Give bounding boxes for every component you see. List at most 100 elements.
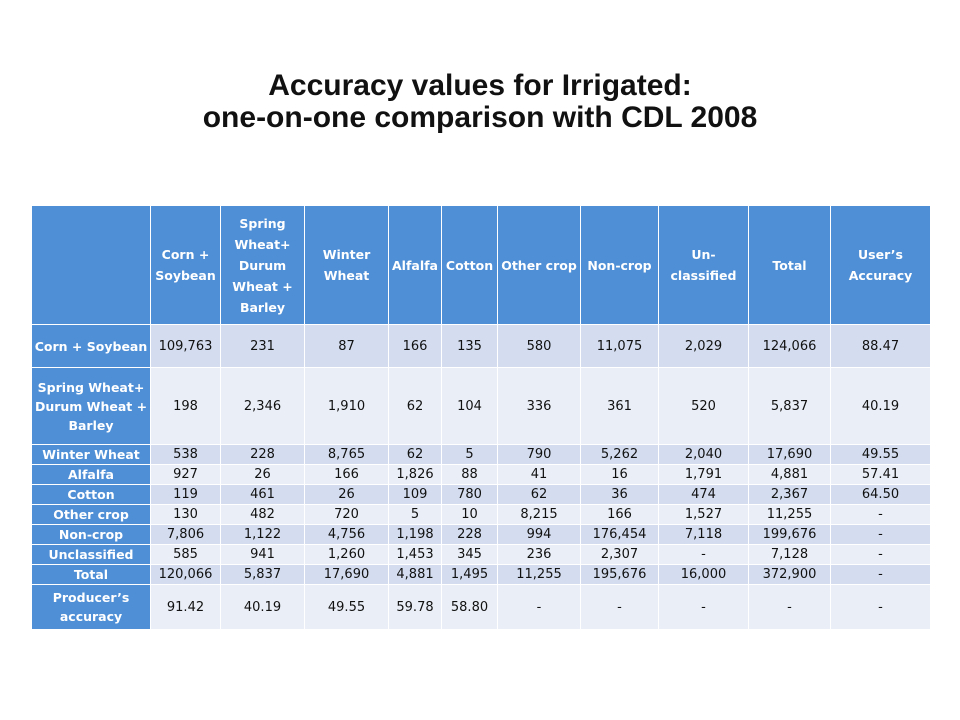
table-cell: -	[580, 584, 659, 630]
table-cell: 780	[441, 484, 498, 505]
table-cell: 16,000	[658, 564, 749, 585]
table-cell: 195,676	[580, 564, 659, 585]
table-cell: 2,346	[220, 367, 305, 445]
table-cell: 58.80	[441, 584, 498, 630]
table-cell: 1,198	[388, 524, 442, 545]
table-cell: 62	[388, 444, 442, 465]
table-cell: 474	[658, 484, 749, 505]
table-cell: 11,255	[748, 504, 831, 525]
header-corner	[31, 205, 151, 325]
table-row: Cotton 119 461 26 109 780 62 36 474 2,367 64.50	[31, 484, 931, 505]
table-cell: 927	[150, 464, 221, 485]
row-label: Producer’s accuracy	[31, 584, 151, 630]
row-label: Non-crop	[31, 524, 151, 545]
table-cell: 87	[304, 324, 389, 368]
table-cell: 228	[441, 524, 498, 545]
table-cell: -	[830, 564, 931, 585]
table-cell: 461	[220, 484, 305, 505]
table-cell: 585	[150, 544, 221, 565]
table-cell: 176,454	[580, 524, 659, 545]
table-cell: -	[658, 544, 749, 565]
table-cell: 2,367	[748, 484, 831, 505]
table-row: Other crop 130 482 720 5 10 8,215 166 1,527 11,25…	[31, 504, 931, 525]
table-cell: 482	[220, 504, 305, 525]
table-cell: 49.55	[830, 444, 931, 465]
table-cell: -	[830, 524, 931, 545]
table-cell: 7,128	[748, 544, 831, 565]
table-row: Total 120,066 5,837 17,690 4,881 1,495 11,255 1…	[31, 564, 931, 585]
table-cell: 62	[388, 367, 442, 445]
table-cell: 1,495	[441, 564, 498, 585]
table-cell: 57.41	[830, 464, 931, 485]
table-cell: 10	[441, 504, 498, 525]
table-cell: 49.55	[304, 584, 389, 630]
table-cell: 7,118	[658, 524, 749, 545]
accuracy-table: Corn + Soybean Spring Wheat+ Durum Wheat…	[31, 205, 931, 630]
header-spring-wheat: Spring Wheat+ Durum Wheat + Barley	[220, 205, 305, 325]
table-cell: 26	[304, 484, 389, 505]
table-cell: 64.50	[830, 484, 931, 505]
header-other-crop: Other crop	[497, 205, 581, 325]
title-line-1: Accuracy values for Irrigated:	[268, 69, 692, 102]
table-cell: 1,910	[304, 367, 389, 445]
table-cell: 372,900	[748, 564, 831, 585]
table-cell: 119	[150, 484, 221, 505]
slide-title: Accuracy values for Irrigated: one-on-on…	[0, 70, 960, 134]
table-cell: 4,881	[388, 564, 442, 585]
table-row: Non-crop 7,806 1,122 4,756 1,198 228 994 176,45…	[31, 524, 931, 545]
table-cell: 198	[150, 367, 221, 445]
table-cell: 17,690	[304, 564, 389, 585]
table-cell: 62	[497, 484, 581, 505]
row-label: Corn + Soybean	[31, 324, 151, 368]
table-cell: 1,453	[388, 544, 442, 565]
table-cell: 1,122	[220, 524, 305, 545]
table-row: Spring Wheat+ Durum Wheat + Barley 198 2,3…	[31, 367, 931, 445]
table-cell: 41	[497, 464, 581, 485]
table-cell: 2,029	[658, 324, 749, 368]
row-label: Other crop	[31, 504, 151, 525]
table-cell: 231	[220, 324, 305, 368]
table-cell: 1,791	[658, 464, 749, 485]
table-cell: 994	[497, 524, 581, 545]
table-cell: 5,837	[220, 564, 305, 585]
table-cell: -	[497, 584, 581, 630]
table-cell: 5	[388, 504, 442, 525]
header-non-crop: Non-crop	[580, 205, 659, 325]
table-cell: 228	[220, 444, 305, 465]
table-cell: 5	[441, 444, 498, 465]
table-cell: 4,881	[748, 464, 831, 485]
table-cell: 91.42	[150, 584, 221, 630]
row-label: Unclassified	[31, 544, 151, 565]
table-row: Unclassified 585 941 1,260 1,453 345 236 2,307-…	[31, 544, 931, 565]
table-cell: 1,527	[658, 504, 749, 525]
table-cell: -	[830, 544, 931, 565]
table-cell: 40.19	[830, 367, 931, 445]
table-cell: 199,676	[748, 524, 831, 545]
row-label: Spring Wheat+ Durum Wheat + Barley	[31, 367, 151, 445]
title-line-2: one-on-one comparison with CDL 2008	[202, 101, 758, 134]
table-row: Winter Wheat 538 228 8,765 62 5 790 5,262 2,040 1…	[31, 444, 931, 465]
table-cell: 580	[497, 324, 581, 368]
table-cell: 538	[150, 444, 221, 465]
table-cell: 2,307	[580, 544, 659, 565]
table-cell: -	[658, 584, 749, 630]
header-winter-wheat: Winter Wheat	[304, 205, 389, 325]
table-row: Alfalfa 927 26 166 1,826 88 41 16 1,791 4,881 57.4…	[31, 464, 931, 485]
table-cell: 88	[441, 464, 498, 485]
table-cell: -	[830, 504, 931, 525]
table-cell: 1,826	[388, 464, 442, 485]
row-label: Cotton	[31, 484, 151, 505]
table-row: Corn + Soybean 109,763 231 87 166 135 580 11,07…	[31, 324, 931, 368]
table-cell: 336	[497, 367, 581, 445]
table-cell: 17,690	[748, 444, 831, 465]
table-cell: 8,765	[304, 444, 389, 465]
table-cell: 135	[441, 324, 498, 368]
table-cell: 5,262	[580, 444, 659, 465]
table-header-row: Corn + Soybean Spring Wheat+ Durum Wheat…	[31, 205, 931, 325]
table-cell: 26	[220, 464, 305, 485]
header-cotton: Cotton	[441, 205, 498, 325]
row-label: Winter Wheat	[31, 444, 151, 465]
table-cell: 361	[580, 367, 659, 445]
table-cell: 104	[441, 367, 498, 445]
table-cell: 109	[388, 484, 442, 505]
